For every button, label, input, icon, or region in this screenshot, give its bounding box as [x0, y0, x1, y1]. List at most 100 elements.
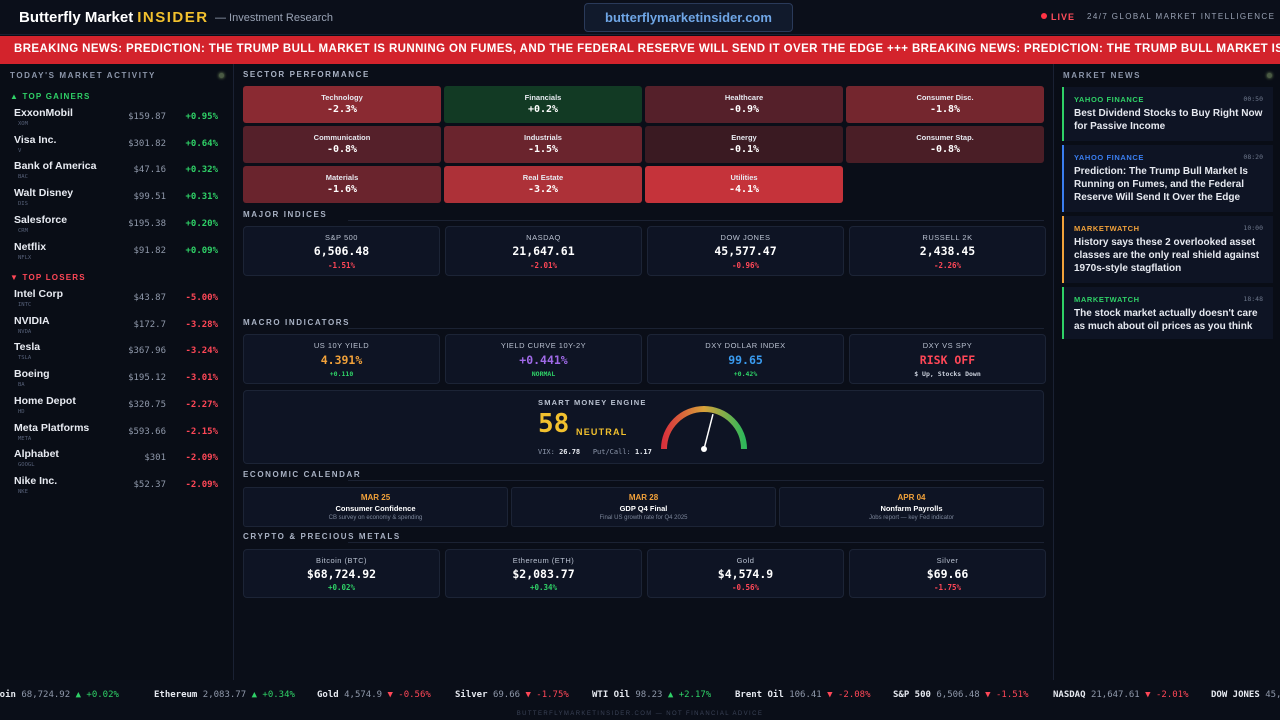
- news-item[interactable]: YAHOO FINANCE 08:20 Prediction: The Trump …: [1062, 145, 1273, 212]
- asset-card[interactable]: Gold $4,574.9 -0.56%: [647, 549, 844, 598]
- indices-title: MAJOR INDICES: [243, 210, 328, 219]
- asset-card[interactable]: Silver $69.66 -1.75%: [849, 549, 1046, 598]
- stock-price: $195.12: [128, 373, 166, 384]
- logo-main: Butterfly Market: [19, 9, 134, 26]
- news-title: MARKET NEWS: [1063, 71, 1142, 80]
- top-gainers-title: ▲ TOP GAINERS: [10, 92, 91, 101]
- live-indicator: LIVE: [1041, 12, 1075, 22]
- stock-name: Nike Inc.: [14, 474, 58, 487]
- stock-row[interactable]: Home Depot HD $320.75 -2.27%: [14, 394, 220, 420]
- status-dot-icon: [219, 73, 224, 78]
- macro-sub: +0.110: [329, 370, 354, 378]
- stock-row[interactable]: Netflix NFLX $91.82 +0.09%: [14, 240, 220, 266]
- stock-ticker: DIS: [18, 201, 28, 208]
- index-card[interactable]: NASDAQ 21,647.61 -2.01%: [445, 226, 642, 276]
- sector-value: -4.1%: [728, 184, 760, 195]
- stock-name: Boeing: [14, 368, 50, 381]
- macro-value: 99.65: [728, 353, 763, 367]
- calendar-event[interactable]: APR 04 Nonfarm Payrolls Jobs report — key …: [779, 487, 1044, 527]
- ticker-item[interactable]: WTI Oil 98.23 ▲ +2.17%: [592, 690, 712, 700]
- stock-row[interactable]: Meta Platforms META $593.66 -2.15%: [14, 421, 220, 447]
- calendar-event[interactable]: MAR 25 Consumer Confidence CB survey on ec…: [243, 487, 508, 527]
- news-time: 18:48: [1243, 295, 1263, 303]
- calendar-event[interactable]: MAR 28 GDP Q4 Final Final US growth rate f…: [511, 487, 776, 527]
- event-name: Nonfarm Payrolls: [880, 504, 943, 513]
- index-value: 21,647.61: [512, 244, 575, 258]
- asset-change: +0.02%: [327, 583, 356, 592]
- sector-tile[interactable]: Consumer Stap. -0.8%: [846, 126, 1044, 163]
- index-card[interactable]: S&P 500 6,506.48 -1.51%: [243, 226, 440, 276]
- ticker-item[interactable]: Ethereum 2,083.77 ▲ +0.34%: [154, 690, 295, 700]
- stock-ticker: XOM: [18, 121, 28, 127]
- sector-tile[interactable]: Real Estate -3.2%: [444, 166, 642, 203]
- stock-change: -3.28%: [185, 319, 218, 330]
- stock-name: Home Depot: [14, 394, 76, 407]
- macro-card[interactable]: DXY VS SPY RISK OFF $ Up, Stocks Down: [849, 334, 1046, 384]
- news-item[interactable]: MARKETWATCH 18:48 The stock market actuall…: [1062, 287, 1273, 339]
- index-card[interactable]: RUSSELL 2K 2,438.45 -2.26%: [849, 226, 1046, 276]
- stock-row[interactable]: Intel Corp INTC $43.87 -5.00%: [14, 287, 220, 313]
- stock-change: +0.64%: [185, 138, 218, 149]
- index-card[interactable]: DOW JONES 45,577.47 -0.96%: [647, 226, 844, 276]
- macro-card[interactable]: US 10Y YIELD 4.391% +0.110: [243, 334, 440, 384]
- stock-price: $172.7: [133, 319, 166, 330]
- sector-tile[interactable]: Consumer Disc. -1.8%: [846, 86, 1044, 123]
- news-item[interactable]: YAHOO FINANCE 00:50 Best Dividend Stocks t…: [1062, 87, 1273, 141]
- breaking-news-banner[interactable]: BREAKING NEWS: PREDICTION: THE TRUMP BUL…: [0, 36, 1280, 64]
- macro-value: 4.391%: [320, 353, 363, 367]
- sector-name: Consumer Stap.: [916, 133, 974, 142]
- ticker-item[interactable]: NASDAQ 21,647.61 ▼ -2.01%: [1053, 690, 1189, 700]
- sector-tile[interactable]: Financials +0.2%: [444, 86, 642, 123]
- index-value: 2,438.45: [919, 244, 976, 258]
- stock-row[interactable]: Boeing BA $195.12 -3.01%: [14, 367, 220, 393]
- stock-name: Netflix: [14, 240, 47, 253]
- event-desc: Jobs report — key Fed indicator: [868, 515, 955, 521]
- stock-row[interactable]: Nike Inc. NKE $52.37 -2.09%: [14, 474, 220, 500]
- macro-card[interactable]: YIELD CURVE 10Y-2Y +0.441% NORMAL: [445, 334, 642, 384]
- ticker-item[interactable]: Gold 4,574.9 ▼ -0.56%: [317, 690, 431, 700]
- sector-tile[interactable]: Industrials -1.5%: [444, 126, 642, 163]
- ticker-item[interactable]: S&P 500 6,506.48 ▼ -1.51%: [893, 690, 1029, 700]
- stock-row[interactable]: Salesforce CRM $195.38 +0.20%: [14, 213, 220, 239]
- sector-tile[interactable]: Communication -0.8%: [243, 126, 441, 163]
- macro-card[interactable]: DXY DOLLAR INDEX 99.65 +0.42%: [647, 334, 844, 384]
- site-logo[interactable]: Butterfly Market INSIDER: [19, 9, 209, 26]
- global-tagline: 24/7 GLOBAL MARKET INTELLIGENCE: [1087, 12, 1276, 21]
- ticker-item[interactable]: DOW JONES 45,: [1211, 690, 1280, 700]
- sector-tile[interactable]: Technology -2.3%: [243, 86, 441, 123]
- stock-ticker: BAC: [18, 174, 28, 181]
- smart-money-label: NEUTRAL: [576, 427, 628, 437]
- stock-row[interactable]: Visa Inc. V $301.82 +0.64%: [14, 133, 220, 159]
- crypto-title: CRYPTO & PRECIOUS METALS: [243, 532, 401, 541]
- stock-row[interactable]: Tesla TSLA $367.96 -3.24%: [14, 340, 220, 366]
- stock-ticker: V: [18, 147, 22, 154]
- news-item[interactable]: MARKETWATCH 10:00 History says these 2 ove…: [1062, 216, 1273, 283]
- stock-ticker: TSLA: [18, 355, 32, 362]
- stock-row[interactable]: Bank of America BAC $47.16 +0.32%: [14, 159, 220, 185]
- sector-value: +0.2%: [527, 104, 559, 115]
- index-name: S&P 500: [325, 233, 358, 242]
- macro-name: DXY VS SPY: [922, 341, 973, 350]
- sector-tile[interactable]: Energy -0.1%: [645, 126, 843, 163]
- macro-sub: +0.42%: [733, 370, 758, 378]
- sector-tile[interactable]: Utilities -4.1%: [645, 166, 843, 203]
- ticker-item[interactable]: Silver 69.66 ▼ -1.75%: [455, 690, 569, 700]
- bottom-ticker[interactable]: Bitcoin 68,724.92 ▲ +0.02% Ethereum 2,083…: [0, 686, 1280, 706]
- event-date: MAR 28: [628, 493, 659, 502]
- sector-tile[interactable]: Healthcare -0.9%: [645, 86, 843, 123]
- site-url-box[interactable]: butterflymarketinsider.com: [584, 3, 793, 32]
- macro-name: DXY DOLLAR INDEX: [705, 341, 786, 350]
- asset-card[interactable]: Ethereum (ETH) $2,083.77 +0.34%: [445, 549, 642, 598]
- asset-card[interactable]: Bitcoin (BTC) $68,724.92 +0.02%: [243, 549, 440, 598]
- stock-row[interactable]: Alphabet GOOGL $301 -2.09%: [14, 447, 220, 473]
- sector-name: Communication: [313, 133, 371, 142]
- stock-name: Meta Platforms: [14, 421, 90, 434]
- ticker-item[interactable]: Bitcoin 68,724.92 ▲ +0.02%: [0, 690, 119, 700]
- sector-tile[interactable]: Materials -1.6%: [243, 166, 441, 203]
- stock-price: $47.16: [133, 165, 166, 176]
- smart-money-card: SMART MONEY ENGINE 58 NEUTRAL VIX: 26.78…: [243, 390, 1044, 464]
- stock-row[interactable]: Walt Disney DIS $99.51 +0.31%: [14, 186, 220, 212]
- stock-row[interactable]: ExxonMobil XOM $159.87 +0.95%: [14, 106, 220, 132]
- ticker-item[interactable]: Brent Oil 106.41 ▼ -2.08%: [735, 690, 871, 700]
- stock-row[interactable]: NVIDIA NVDA $172.7 -3.28%: [14, 314, 220, 340]
